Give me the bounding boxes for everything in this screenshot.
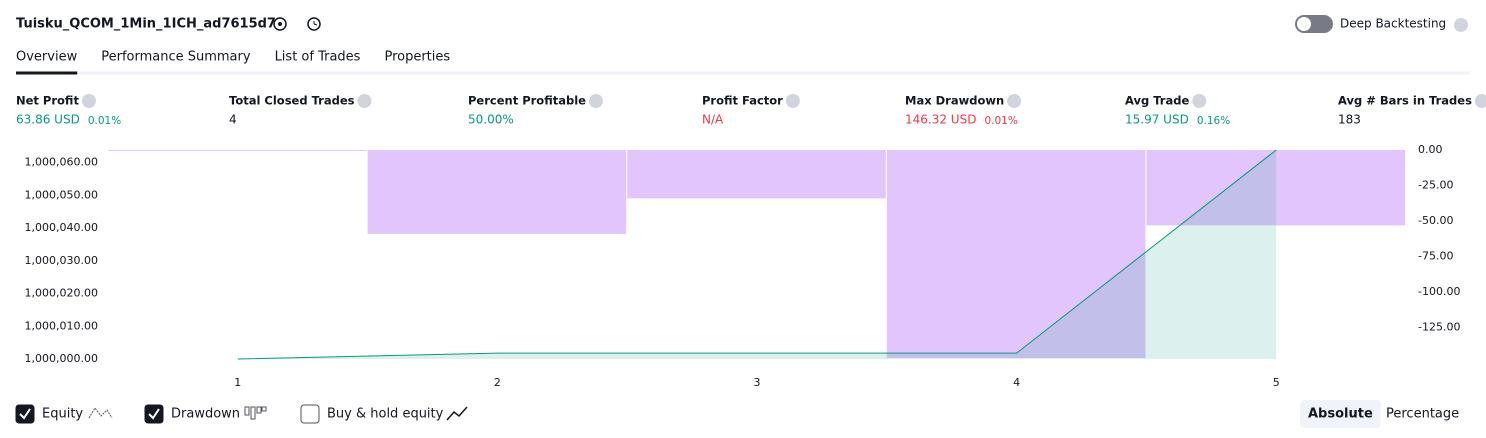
metric-percent: 0.01% [984,115,1017,127]
info-icon[interactable] [588,94,603,108]
metric-label: Avg # Bars in Trades [1338,94,1472,108]
x-tick-label: 4 [1013,376,1020,389]
equity-line [237,149,1277,360]
metric-label: Max Drawdown [905,94,1004,108]
drawdown-icon [256,406,262,414]
drawdown-bar [886,150,1146,359]
y2-tick-label: -75.00 [1418,250,1453,263]
y-tick-label: 1,000,010.00 [25,319,98,332]
metric-label: Percent Profitable [468,94,586,108]
deep-backtesting-label: Deep Backtesting [1340,17,1446,31]
y-tick-label: 1,000,040.00 [25,221,98,234]
y-tick-label: 1,000,000.00 [25,352,98,365]
metric-percent: 0.01% [88,115,121,127]
x-tick-label: 5 [1273,376,1280,389]
scale-mode[interactable]: Percentage [1386,407,1459,422]
y2-tick-label: -125.00 [1418,321,1460,334]
strategy-title: Tuisku_QCOM_1Min_1ICH_ad7615d7 [16,17,276,32]
metric-value: 183 [1338,113,1361,127]
checkbox[interactable] [144,404,164,424]
info-icon[interactable] [1474,94,1486,108]
buy-hold-icon [446,406,468,421]
metric-value: 15.97 USD [1125,113,1189,127]
alert-icon[interactable] [307,17,321,31]
y2-tick-label: -100.00 [1418,285,1460,298]
drawdown-icon [244,406,250,416]
metric-label: Net Profit [16,94,79,108]
x-tick-label: 1 [234,376,241,389]
metric-value: 4 [229,113,237,127]
metric-value: 50.00% [468,113,514,127]
tab[interactable]: Properties [384,50,450,65]
drawdown-bar [1146,150,1405,226]
checkmark [148,408,160,420]
scale-mode-bg [1300,400,1381,428]
info-icon[interactable] [81,94,96,108]
checkbox[interactable] [300,404,320,424]
deep-backtesting-toggle[interactable] [1295,15,1333,33]
metric-label: Profit Factor [702,94,783,108]
metric-label: Total Closed Trades [229,94,355,108]
metric-label: Avg Trade [1125,94,1189,108]
info-icon[interactable] [785,94,800,108]
metric-value: N/A [702,113,724,127]
help-icon[interactable] [1454,18,1468,32]
settings-icon[interactable] [273,17,287,31]
y-tick-label: 1,000,030.00 [25,254,98,267]
metric-value: 63.86 USD [16,113,80,127]
info-icon[interactable] [1192,94,1207,108]
equity-area [237,150,1277,359]
metric-percent: 0.16% [1197,115,1230,127]
y2-tick-label: 0.00 [1418,143,1443,156]
y-tick-label: 1,000,020.00 [25,287,98,300]
scale-mode[interactable]: Absolute [1308,407,1373,422]
x-tick-label: 3 [754,376,761,389]
checkmark [19,408,31,420]
drawdown-bar [627,150,886,199]
y2-tick-label: -25.00 [1418,179,1453,192]
x-tick-label: 2 [494,376,501,389]
legend-label: Equity [42,407,83,422]
y-tick-label: 1,000,060.00 [25,156,98,169]
drawdown-bar [367,150,627,234]
info-icon[interactable] [1007,94,1022,108]
drawdown-icon [250,406,256,420]
legend-label: Drawdown [171,407,240,422]
y-tick-label: 1,000,050.00 [25,188,98,201]
drawdown-icon [261,406,267,412]
legend-label: Buy & hold equity [327,407,444,422]
tab[interactable]: Performance Summary [101,50,251,65]
checkbox[interactable] [15,404,35,424]
tab[interactable]: Overview [16,50,78,65]
y2-tick-label: -50.00 [1418,214,1453,227]
info-icon[interactable] [357,94,372,108]
drawdown-bar [108,150,367,151]
metric-value: 146.32 USD [905,113,976,127]
equity-icon [88,407,113,419]
tab[interactable]: List of Trades [275,50,361,65]
